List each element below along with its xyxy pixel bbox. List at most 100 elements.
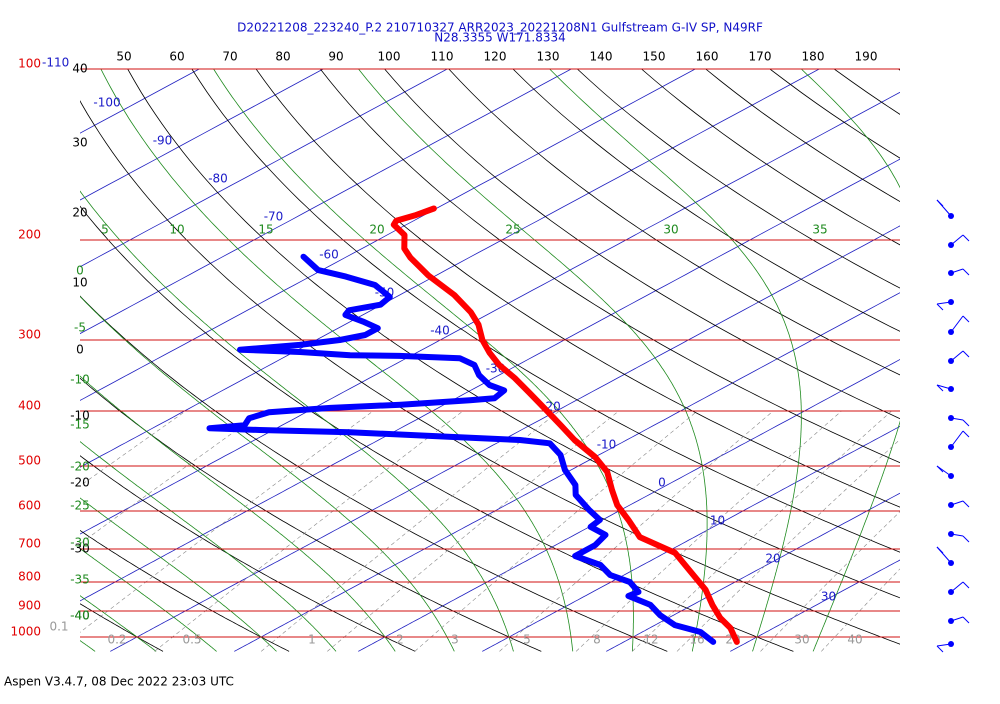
moist-adiabat-label: 20 (369, 223, 384, 237)
moist-adiabat-label: 15 (258, 223, 273, 237)
barb-feather (963, 351, 969, 357)
moist-adiabat-label: -15 (70, 418, 90, 432)
isotherm-label: -10 (597, 438, 617, 452)
mixing-ratio-line (0, 411, 186, 651)
moist-adiabat-line (0, 69, 217, 651)
moist-adiabat-label: -5 (74, 321, 86, 335)
moist-adiabat-line (101, 69, 573, 651)
mixing-ratio-line (327, 411, 619, 651)
moist-adiabat-label: 5 (101, 223, 109, 237)
dry-adiabat-label: 100 (378, 50, 401, 64)
barb-feather (963, 582, 969, 588)
dry-adiabat-line (754, 56, 1000, 651)
mixing-ratio-line (632, 411, 891, 651)
isotherm-label: 30 (821, 590, 836, 604)
barb-feather (963, 536, 969, 542)
moist-adiabat-label: -35 (70, 573, 90, 587)
moist-adiabat-label: -10 (70, 373, 90, 387)
isotherm-label: -80 (208, 172, 228, 186)
dry-adiabat-label: 140 (590, 50, 613, 64)
mixing-ratio-label: 3 (451, 633, 459, 647)
barb-staff (951, 316, 963, 332)
isotherm-line (482, 56, 1000, 651)
isotherm-label: 0 (658, 476, 666, 490)
moist-adiabat-line (214, 69, 634, 651)
dry-adiabat-line (0, 56, 289, 651)
moist-adiabat-line (801, 69, 923, 651)
mixing-ratio-label: 8 (593, 633, 601, 647)
barb-feather (937, 304, 943, 310)
y-tick-label: 200 (18, 227, 41, 241)
profile-line (394, 209, 737, 642)
y-tick-label: 900 (18, 599, 41, 613)
mixing-ratio-label: 40 (847, 633, 862, 647)
dry-adiabat-label: 90 (328, 50, 343, 64)
barb-feather (963, 420, 969, 426)
dry-adiabat-label: 30 (72, 136, 87, 150)
dry-adiabat-line (0, 56, 37, 651)
moist-adiabat-label: 10 (169, 223, 184, 237)
dry-adiabat-label: 50 (116, 50, 131, 64)
mixing-ratio-label: 0.2 (107, 633, 126, 647)
dry-adiabat-label: 130 (537, 50, 560, 64)
dry-adiabat-label: 80 (275, 50, 290, 64)
dry-adiabat-label: 180 (802, 50, 825, 64)
isotherm-line (0, 56, 223, 651)
mixing-ratio-line (155, 411, 463, 651)
mixing-ratio-line (0, 411, 263, 651)
mixing-ratio-label: 1 (308, 633, 316, 647)
barb-feather (963, 431, 969, 437)
y-tick-label: 600 (18, 498, 41, 512)
isotherm-label: -90 (153, 134, 173, 148)
y-tick-label: 400 (18, 398, 41, 412)
dry-adiabat-label: 150 (643, 50, 666, 64)
isotherm-label: -60 (319, 248, 339, 262)
dry-adiabat-label: 120 (484, 50, 507, 64)
mixing-ratio-label: 0.1 (49, 620, 68, 634)
moist-adiabat-label: -20 (70, 460, 90, 474)
dry-adiabat-line (817, 56, 1000, 651)
mixing-ratio-label: 5 (523, 633, 531, 647)
footer: Aspen V3.4.7, 08 Dec 2022 23:03 UTC (4, 675, 234, 689)
y-tick-label: 300 (18, 328, 41, 342)
isotherm-label: -70 (264, 210, 284, 224)
barb-feather (963, 316, 969, 322)
mixing-ratio-label: 12 (643, 633, 658, 647)
isotherm-label: -40 (430, 324, 450, 338)
mixing-ratio-line (677, 411, 931, 651)
isotherm-line (606, 56, 1000, 651)
mixing-ratio-label: 2 (396, 633, 404, 647)
mixing-ratio-line (55, 411, 373, 651)
dry-adiabat-line (881, 56, 1000, 651)
isotherm-label: 10 (710, 514, 725, 528)
isotherm-line (0, 56, 967, 651)
dry-adiabat-label: 190 (855, 50, 878, 64)
moist-adiabat-line (0, 69, 277, 651)
barb-feather (937, 200, 943, 206)
isotherm-label: -100 (93, 96, 120, 110)
dry-adiabat-label: 170 (749, 50, 772, 64)
dry-adiabat-label: 160 (696, 50, 719, 64)
chart-subtitle: N28.3355 W171.8334 (434, 31, 566, 45)
mixing-ratio-label: 0.5 (182, 633, 201, 647)
moist-adiabat-line (0, 69, 95, 651)
barb-staff (951, 235, 963, 245)
barb-feather (963, 269, 969, 275)
dry-adiabat-label: 60 (169, 50, 184, 64)
moist-adiabat-label: -30 (70, 536, 90, 550)
moist-adiabat-label: 30 (663, 223, 678, 237)
dry-adiabat-line (501, 56, 1000, 651)
isotherm-label: 20 (765, 552, 780, 566)
barb-staff (951, 351, 963, 361)
y-tick-label: 100 (18, 57, 41, 71)
wind-barbs (937, 200, 969, 652)
y-tick-label: 500 (18, 454, 41, 468)
dry-adiabat-line (564, 56, 1000, 651)
dry-adiabat-line (437, 56, 1000, 651)
moist-adiabat-line (0, 69, 34, 651)
dry-adiabat-line (374, 56, 1000, 651)
background-lines (0, 56, 1000, 651)
dry-adiabat-label: 20 (72, 206, 87, 220)
barb-feather (963, 235, 969, 241)
dry-adiabat-label: 40 (72, 62, 87, 76)
